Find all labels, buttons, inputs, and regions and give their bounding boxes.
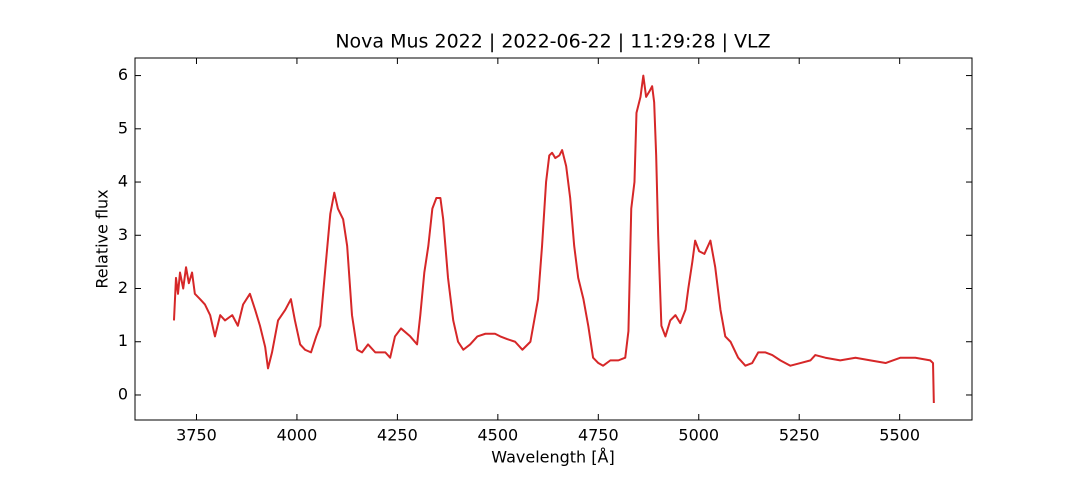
x-tick-label: 4000 [277,426,318,445]
y-tick-label: 5 [118,118,128,137]
x-tick-label: 3750 [176,426,217,445]
x-tick-label: 5000 [678,426,719,445]
y-tick-label: 6 [118,65,128,84]
chart-title: Nova Mus 2022 | 2022-06-22 | 11:29:28 | … [335,31,770,53]
y-tick-label: 2 [118,278,128,297]
x-axis-label: Wavelength [Å] [491,448,614,467]
x-tick-label: 5250 [779,426,820,445]
x-tick-label: 4250 [377,426,418,445]
y-axis-label: Relative flux [93,189,112,288]
x-tick-label: 4750 [578,426,619,445]
y-tick-label: 3 [118,225,128,244]
y-tick-label: 1 [118,331,128,350]
y-tick-label: 0 [118,384,128,403]
spectrum-line [172,74,935,403]
y-tick-label: 4 [118,172,128,191]
x-tick-label: 4500 [477,426,518,445]
plot-frame [134,57,973,421]
x-tick-label: 5500 [879,426,920,445]
